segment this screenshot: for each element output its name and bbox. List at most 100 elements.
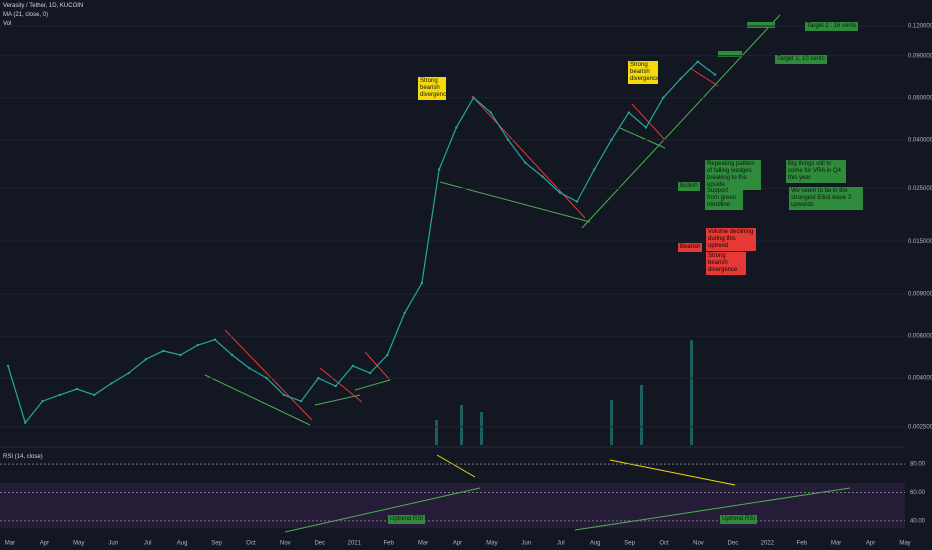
- price-point: [644, 126, 648, 129]
- x-tick-label: 2021: [348, 541, 362, 547]
- x-tick-label: Feb: [797, 541, 808, 547]
- x-tick-label: Jul: [144, 541, 152, 547]
- vol-legend: Vol: [3, 21, 12, 27]
- x-tick-label: Nov: [280, 541, 291, 547]
- x-tick-label: May: [899, 541, 910, 547]
- rsi-tick-label: 60.00: [910, 490, 926, 496]
- rsi-tick-label: 80.00: [910, 462, 926, 468]
- price-point: [230, 353, 234, 357]
- x-tick-label: Mar: [5, 541, 15, 547]
- price-point: [334, 384, 337, 388]
- annotation: Bearish: [678, 243, 703, 252]
- annotation: Target 2 : 16 cents: [805, 22, 859, 31]
- target-box: [747, 22, 775, 28]
- price-point: [58, 393, 61, 397]
- annotation: Strong bearish divergence: [628, 61, 660, 84]
- x-tick-label: Mar: [831, 541, 841, 547]
- price-point: [575, 200, 579, 203]
- price-point: [127, 371, 130, 375]
- price-point: [455, 126, 458, 129]
- rsi-legend: RSI (14, close): [3, 454, 43, 460]
- price-point: [593, 168, 596, 171]
- price-point: [437, 168, 441, 171]
- annotation: Repeating pattern of falling wedges brea…: [705, 160, 761, 190]
- x-tick-label: Feb: [383, 541, 394, 547]
- x-tick-label: Apr: [40, 541, 49, 547]
- x-tick-label: 2022: [761, 541, 775, 547]
- price-point: [110, 382, 113, 385]
- price-point: [420, 282, 424, 285]
- x-tick-label: Nov: [693, 541, 704, 547]
- divergence-lines: [436, 454, 736, 486]
- price-point: [524, 161, 527, 165]
- x-tick-label: Sep: [624, 541, 635, 547]
- annotation: Big things still to come for VRA in Q4 t…: [786, 160, 846, 183]
- price-point: [627, 111, 630, 114]
- price-point: [93, 393, 96, 397]
- y-tick-label: 0.0025000: [908, 424, 932, 430]
- price-point: [144, 358, 148, 361]
- volume-bars: [435, 340, 693, 445]
- price-point: [386, 353, 389, 357]
- annotation: Strong bearish divergence: [418, 77, 450, 100]
- x-tick-label: Oct: [659, 541, 669, 547]
- annotation: Bullish: [678, 182, 700, 191]
- price-point: [41, 400, 44, 403]
- x-tick-label: May: [486, 541, 497, 547]
- price-point: [196, 343, 199, 347]
- price-line: [7, 60, 716, 424]
- price-point: [351, 364, 355, 368]
- price-point: [265, 376, 268, 380]
- price-point: [368, 371, 372, 375]
- price-point: [662, 96, 665, 99]
- price-point: [213, 338, 217, 341]
- price-point: [179, 353, 182, 357]
- x-tick-label: Aug: [590, 541, 601, 547]
- x-tick-label: Aug: [177, 541, 188, 547]
- x-tick-label: Jul: [557, 541, 565, 547]
- x-tick-label: Dec: [728, 541, 739, 547]
- x-tick-label: Mar: [418, 541, 428, 547]
- price-point: [713, 73, 717, 76]
- annotation: Support from green trendline: [705, 187, 743, 210]
- annotation: Target 1: 10 cents: [775, 55, 827, 64]
- price-axis: [905, 0, 932, 550]
- price-point: [75, 387, 79, 391]
- price-point: [472, 96, 475, 99]
- price-point: [248, 367, 251, 370]
- x-tick-label: Apr: [453, 541, 462, 547]
- price-point: [506, 138, 510, 141]
- x-tick-label: Sep: [211, 541, 222, 547]
- target-box: [718, 51, 742, 57]
- price-point: [541, 175, 544, 178]
- annotation: Uptrend RSI: [388, 515, 426, 524]
- price-point: [610, 138, 613, 141]
- x-tick-label: Apr: [866, 541, 875, 547]
- price-point: [299, 400, 303, 403]
- price-point: [24, 421, 27, 424]
- symbol-title: Verasity / Tether, 1D, KUCOIN: [3, 3, 84, 9]
- price-point: [558, 191, 562, 194]
- x-tick-label: May: [73, 541, 84, 547]
- x-tick-label: Dec: [314, 541, 325, 547]
- annotation: Volume declining during this uptrend: [706, 228, 756, 251]
- price-point: [282, 393, 286, 397]
- annotation: Uptrend RSI: [720, 515, 758, 524]
- price-point: [317, 376, 320, 380]
- rsi-tick-label: 40.00: [910, 518, 926, 524]
- price-point: [6, 364, 10, 368]
- x-tick-label: Jun: [522, 541, 532, 547]
- resistance-lines: [224, 67, 719, 421]
- x-tick-label: Jun: [108, 541, 118, 547]
- annotation: We seem to be in the strongest Elliot wa…: [789, 187, 863, 210]
- price-point: [403, 311, 406, 315]
